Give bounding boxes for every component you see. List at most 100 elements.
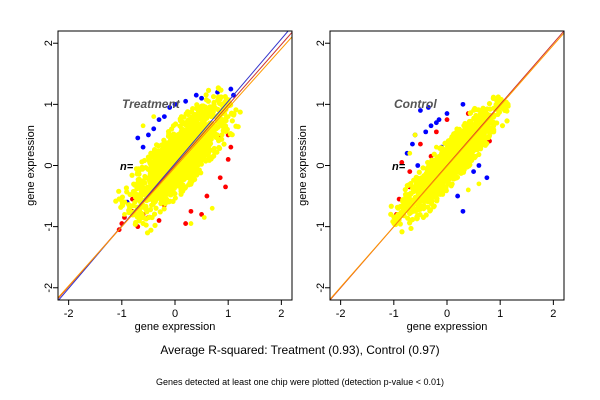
treatment-cloud-point-1323 <box>204 115 210 121</box>
treatment-fit-line-2 <box>58 36 292 299</box>
treatment-y-tick-label-1: -1 <box>43 222 55 232</box>
treatment-point-s1-5 <box>156 218 162 223</box>
control-fit-line-1 <box>330 32 564 300</box>
control-cloud-point-632 <box>449 135 455 141</box>
treatment-cloud-point-948 <box>132 199 138 205</box>
treatment-cloud-point-987 <box>172 121 179 127</box>
control-cloud-point-1279 <box>439 191 446 197</box>
control-cloud-point-526 <box>423 212 429 218</box>
treatment-point-s0-1 <box>146 132 151 138</box>
treatment-cloud-point-1308 <box>179 119 185 125</box>
treatment-cloud-point-528 <box>237 109 243 115</box>
control-x-axis-label: gene expression <box>407 321 488 333</box>
treatment-point-s0-14 <box>161 114 167 119</box>
treatment-point-s0-4 <box>167 105 173 110</box>
control-cloud-point-915 <box>486 101 493 107</box>
treatment-cloud-point-726 <box>139 159 145 165</box>
treatment-cloud-point-992 <box>182 184 188 191</box>
treatment-x-tick-label-2: 0 <box>172 308 178 320</box>
treatment-cloud-point-1247 <box>231 112 237 118</box>
control-cloud-point-1058 <box>465 127 471 133</box>
control-point-s0-1 <box>418 108 423 113</box>
treatment-yellow-point-3 <box>151 114 157 119</box>
control-cloud-point-863 <box>416 169 422 175</box>
control-cloud-point-956 <box>410 185 416 191</box>
control-cloud-point-1263 <box>464 121 470 127</box>
treatment-y-tick-label-3: 1 <box>43 101 55 107</box>
treatment-cloud-point-1147 <box>223 118 229 124</box>
control-yellow-point-2 <box>412 132 418 138</box>
treatment-cloud-point-962 <box>145 154 151 160</box>
treatment-cloud-point-1046 <box>116 188 122 194</box>
treatment-cloud-point-787 <box>129 172 135 178</box>
treatment-cloud-point-479 <box>203 122 210 128</box>
control-cloud-point-1021 <box>408 217 414 224</box>
treatment-point-s1-6 <box>188 208 194 214</box>
treatment-cloud-point-1378 <box>165 133 172 139</box>
treatment-cloud-point-1089 <box>172 195 178 201</box>
treatment-yellow-point-1 <box>201 215 207 220</box>
control-cloud-point-1080 <box>394 204 401 210</box>
treatment-cloud-point-1238 <box>227 131 234 137</box>
control-point-s0-11 <box>455 193 461 199</box>
treatment-cloud-point-1288 <box>135 180 141 186</box>
control-cloud-point-88 <box>402 187 408 193</box>
treatment-cloud-point-710 <box>118 204 124 210</box>
treatment-cloud-point-1268 <box>216 113 222 119</box>
treatment-x-axis-label: gene expression <box>135 321 216 333</box>
control-cloud-point-1300 <box>433 192 439 199</box>
control-point-s0-16 <box>436 117 442 123</box>
treatment-cloud-point-1298 <box>126 208 133 214</box>
control-cloud-point-360 <box>388 203 394 209</box>
control-cloud-point-944 <box>467 110 474 116</box>
control-panel-label: Control <box>394 97 437 111</box>
control-point-s0-12 <box>460 208 466 214</box>
treatment-cloud-point-1105 <box>170 189 176 195</box>
treatment-cloud-point-1050 <box>220 128 226 134</box>
treatment-point-s0-5 <box>183 98 189 104</box>
treatment-y-tick-label-4: 2 <box>43 40 55 46</box>
treatment-cloud-point-942 <box>157 209 163 215</box>
control-point-s0-2 <box>428 123 434 129</box>
treatment-cloud-point-1290 <box>143 216 149 222</box>
treatment-yellow-point-5 <box>122 212 127 217</box>
treatment-point-s1-17 <box>183 221 189 226</box>
treatment-cloud-point-1042 <box>194 102 200 108</box>
treatment-cloud-point-1157 <box>132 221 138 227</box>
control-cloud-point-1151 <box>484 140 490 147</box>
treatment-cloud-point-1194 <box>133 166 139 172</box>
treatment-plot-area <box>58 31 292 300</box>
control-point-s1-6 <box>433 129 439 135</box>
control-point-s0-9 <box>460 101 466 107</box>
treatment-cloud-point-1063 <box>138 210 144 216</box>
treatment-cloud-point-1316 <box>146 185 152 191</box>
control-cloud-point-1303 <box>408 197 414 203</box>
treatment-y-tick-label-0: -2 <box>43 283 55 293</box>
control-point-s1-7 <box>444 117 450 123</box>
control-y-tick-label-4: 2 <box>315 40 327 46</box>
treatment-cloud-point-306 <box>123 185 129 191</box>
treatment-cloud-point-1339 <box>150 199 157 206</box>
control-point-s0-7 <box>423 129 429 135</box>
control-cloud-point-1133 <box>443 188 449 194</box>
treatment-point-s0-13 <box>193 92 199 98</box>
treatment-yellow-point-0 <box>188 221 194 226</box>
control-x-tick-label-3: 1 <box>497 308 503 320</box>
treatment-point-s0-0 <box>151 126 157 132</box>
treatment-cloud-point-890 <box>134 186 140 192</box>
control-y-axis-label: gene expression <box>297 125 309 206</box>
control-y-tick-label-0: -2 <box>315 283 327 293</box>
control-cloud-point-983 <box>486 134 492 140</box>
treatment-cloud-point-995 <box>199 117 205 123</box>
treatment-cloud-point-1356 <box>214 132 220 138</box>
treatment-cloud-point-1280 <box>215 94 222 100</box>
treatment-cloud-point-1128 <box>161 199 167 205</box>
treatment-cloud-point-916 <box>216 145 223 151</box>
treatment-cloud-point-1250 <box>210 94 217 100</box>
treatment-y-axis-label: gene expression <box>25 125 37 206</box>
control-cloud-point-1384 <box>420 165 426 171</box>
treatment-point-s1-15 <box>223 184 228 190</box>
control-cloud-point-1365 <box>474 120 481 126</box>
treatment-cloud-point-701 <box>221 141 227 147</box>
treatment-x-tick-label-3: 1 <box>225 308 231 320</box>
